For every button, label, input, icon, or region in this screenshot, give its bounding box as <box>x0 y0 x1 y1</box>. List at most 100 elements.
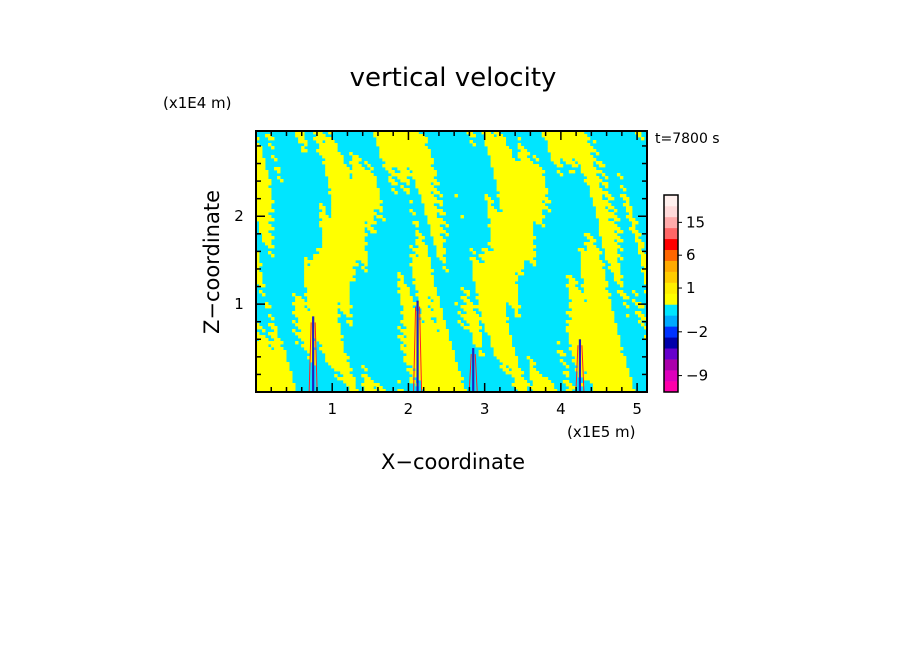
field-cell <box>304 260 356 264</box>
field-cell <box>412 221 419 225</box>
field-cell <box>322 245 365 249</box>
field-cell <box>439 257 446 261</box>
field-cell <box>322 344 344 348</box>
field-cell <box>463 290 470 294</box>
field-cell <box>313 362 317 366</box>
field-cell <box>577 365 627 369</box>
field-cell <box>349 389 359 392</box>
field-cell <box>322 233 368 237</box>
field-cell <box>256 377 293 381</box>
field-cell <box>622 302 627 306</box>
field-cell <box>406 335 449 339</box>
field-cell <box>295 299 305 303</box>
field-cell <box>487 146 510 150</box>
field-cell <box>460 215 464 219</box>
field-cell <box>256 344 269 348</box>
field-cell <box>310 308 338 312</box>
field-cell <box>586 176 600 180</box>
field-cell <box>637 134 642 138</box>
field-cell <box>325 173 350 177</box>
field-cell <box>634 311 642 315</box>
field-cell <box>619 257 624 261</box>
field-cell <box>409 254 416 258</box>
field-cell <box>430 296 440 300</box>
field-cell <box>604 176 609 180</box>
field-cell <box>568 170 576 174</box>
field-cell <box>490 233 534 237</box>
field-cell <box>331 365 350 369</box>
field-cell <box>472 278 519 282</box>
field-cell <box>352 164 362 168</box>
field-cell <box>514 314 522 318</box>
field-cell <box>364 269 368 273</box>
field-cell <box>490 236 537 240</box>
field-cell <box>547 149 597 153</box>
field-cell <box>580 257 600 261</box>
field-cell <box>403 188 410 192</box>
field-cell <box>400 278 404 282</box>
field-cell <box>265 134 272 138</box>
colorbar-tick-label: −2 <box>686 323 708 341</box>
field-cell <box>439 212 446 216</box>
field-cell <box>499 359 519 363</box>
field-cell <box>412 248 428 252</box>
field-cell <box>262 236 275 240</box>
field-cell <box>472 338 482 342</box>
field-cell <box>541 131 585 135</box>
field-cell <box>436 320 446 324</box>
field-cell <box>457 320 461 324</box>
field-cell <box>484 326 510 330</box>
field-cell <box>412 272 431 276</box>
field-cell <box>256 170 269 174</box>
field-cell <box>421 380 461 384</box>
field-cell <box>616 173 621 177</box>
field-cell <box>571 308 612 312</box>
field-cell <box>568 293 612 297</box>
field-cell <box>562 158 573 162</box>
field-cell <box>607 197 615 201</box>
field-cell <box>643 326 647 330</box>
field-cell <box>403 305 413 309</box>
field-cell <box>352 173 374 177</box>
field-cell <box>469 134 476 138</box>
field-cell <box>256 356 287 360</box>
field-cell <box>415 287 437 291</box>
field-cell <box>586 299 612 303</box>
field-cell <box>397 380 401 384</box>
field-cell <box>415 239 422 243</box>
field-cell <box>484 260 525 264</box>
colorbar-swatch <box>664 293 678 305</box>
field-cell <box>454 302 458 306</box>
field-cell <box>280 179 284 183</box>
field-cell <box>634 293 639 297</box>
colorbar-swatch <box>664 304 678 316</box>
field-cell <box>559 173 564 177</box>
field-cell <box>304 347 314 351</box>
field-cell <box>352 167 365 171</box>
field-cell <box>415 242 425 246</box>
field-cell <box>265 242 272 246</box>
field-cell <box>397 281 404 285</box>
field-cell <box>307 350 317 354</box>
field-cell <box>532 380 552 384</box>
field-cell <box>640 323 645 327</box>
x-tick-label: 3 <box>480 400 490 418</box>
field-cell <box>421 386 464 390</box>
field-cell <box>499 191 549 195</box>
field-cell <box>268 245 275 249</box>
field-cell <box>514 308 519 312</box>
field-cell <box>487 200 495 204</box>
field-cell <box>331 200 383 204</box>
field-cell <box>304 275 353 279</box>
plume-edge <box>581 345 585 392</box>
field-cell <box>403 332 449 336</box>
field-cell <box>568 332 618 336</box>
field-cell <box>325 170 371 174</box>
field-cell <box>583 287 606 291</box>
field-cell <box>484 143 507 147</box>
field-cell <box>568 323 618 327</box>
field-cell <box>397 284 407 288</box>
field-cell <box>478 353 485 357</box>
field-cell <box>367 221 377 225</box>
field-cell <box>502 368 510 372</box>
